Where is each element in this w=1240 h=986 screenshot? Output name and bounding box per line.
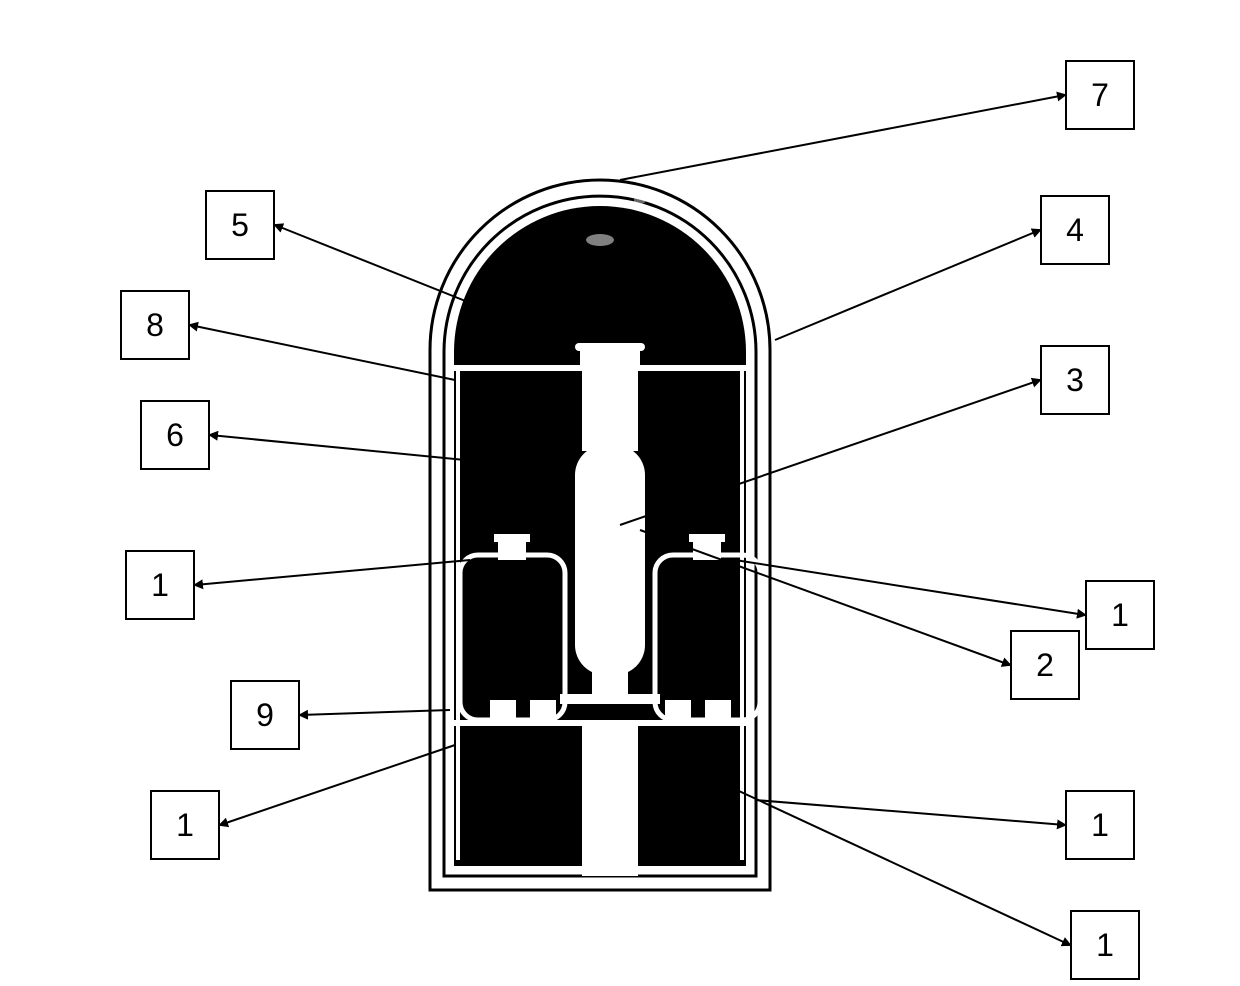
label-box-8: 8: [120, 290, 190, 360]
label-text: 9: [256, 697, 274, 734]
label-text: 1: [176, 807, 194, 844]
label-box-4: 4: [1040, 195, 1110, 265]
label-box-1l: 1: [125, 550, 195, 620]
label-text: 5: [231, 207, 249, 244]
label-box-1bb: 1: [1070, 910, 1140, 980]
label-text: 1: [1091, 807, 1109, 844]
label-box-5: 5: [205, 190, 275, 260]
label-box-7: 7: [1065, 60, 1135, 130]
label-box-6: 6: [140, 400, 210, 470]
label-text: 7: [1091, 77, 1109, 114]
label-text: 4: [1066, 212, 1084, 249]
label-box-1br: 1: [1065, 790, 1135, 860]
label-text: 1: [1096, 927, 1114, 964]
label-text: 2: [1036, 647, 1054, 684]
label-box-1r: 1: [1085, 580, 1155, 650]
label-box-3: 3: [1040, 345, 1110, 415]
label-text: 8: [146, 307, 164, 344]
label-text: 1: [151, 567, 169, 604]
label-box-1bl: 1: [150, 790, 220, 860]
label-box-9: 9: [230, 680, 300, 750]
diagram-stage: 7 5 4 8 3 6 1 1 2 9 1 1 1: [0, 0, 1240, 986]
vessel-cross-section: [430, 180, 770, 890]
label-text: 3: [1066, 362, 1084, 399]
label-text: 1: [1111, 597, 1129, 634]
label-text: 6: [166, 417, 184, 454]
label-box-2: 2: [1010, 630, 1080, 700]
